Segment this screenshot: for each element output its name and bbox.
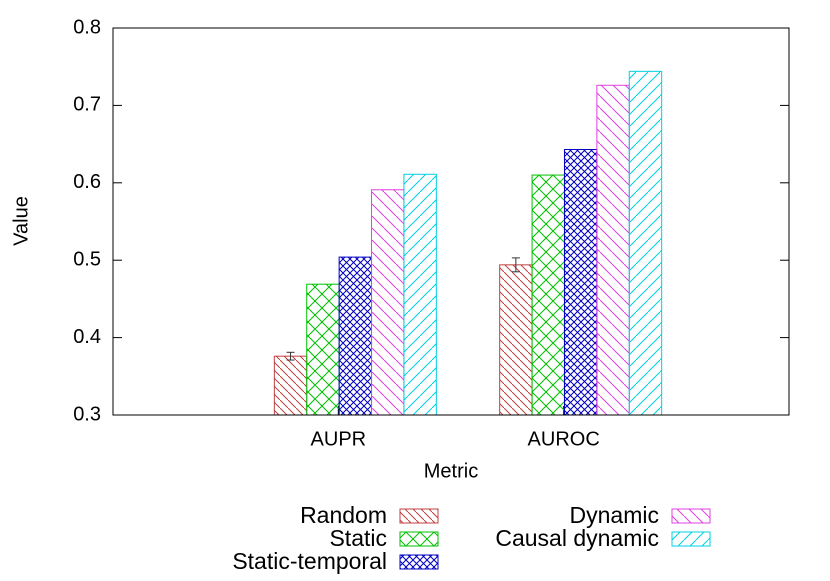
y-tick-label: 0.3 [73,403,101,425]
bar [273,355,308,416]
x-axis-label: Metric [424,460,478,482]
bar [499,264,533,416]
legend-label: Static [329,525,387,551]
legend-swatch [399,554,439,570]
bar [306,283,340,416]
y-axis-label: Value [10,196,32,246]
bar [563,149,598,416]
bar [371,189,405,416]
y-tick-label: 0.8 [73,16,101,38]
error-bar [286,351,295,361]
error-bar [511,257,520,273]
y-tick-label: 0.4 [73,326,101,348]
bar [596,84,630,416]
legend-swatch [671,531,711,547]
y-tick-label: 0.7 [73,94,101,116]
legend-swatch [671,508,711,524]
bar [338,256,373,416]
legend-swatch [399,508,439,524]
x-tick-label: AUPR [311,428,367,450]
y-tick-label: 0.5 [73,248,101,270]
legend-label: Causal dynamic [495,525,659,551]
bar [403,173,437,416]
plot-frame [112,27,790,416]
legend-label: Static-temporal [232,548,387,574]
bar [531,174,565,416]
legend-label: Random [300,502,387,528]
bar [628,70,663,416]
x-tick-label: AUROC [528,428,600,450]
legend-swatch [399,531,439,547]
legend-label: Dynamic [570,502,659,528]
y-tick-label: 0.6 [73,171,101,193]
